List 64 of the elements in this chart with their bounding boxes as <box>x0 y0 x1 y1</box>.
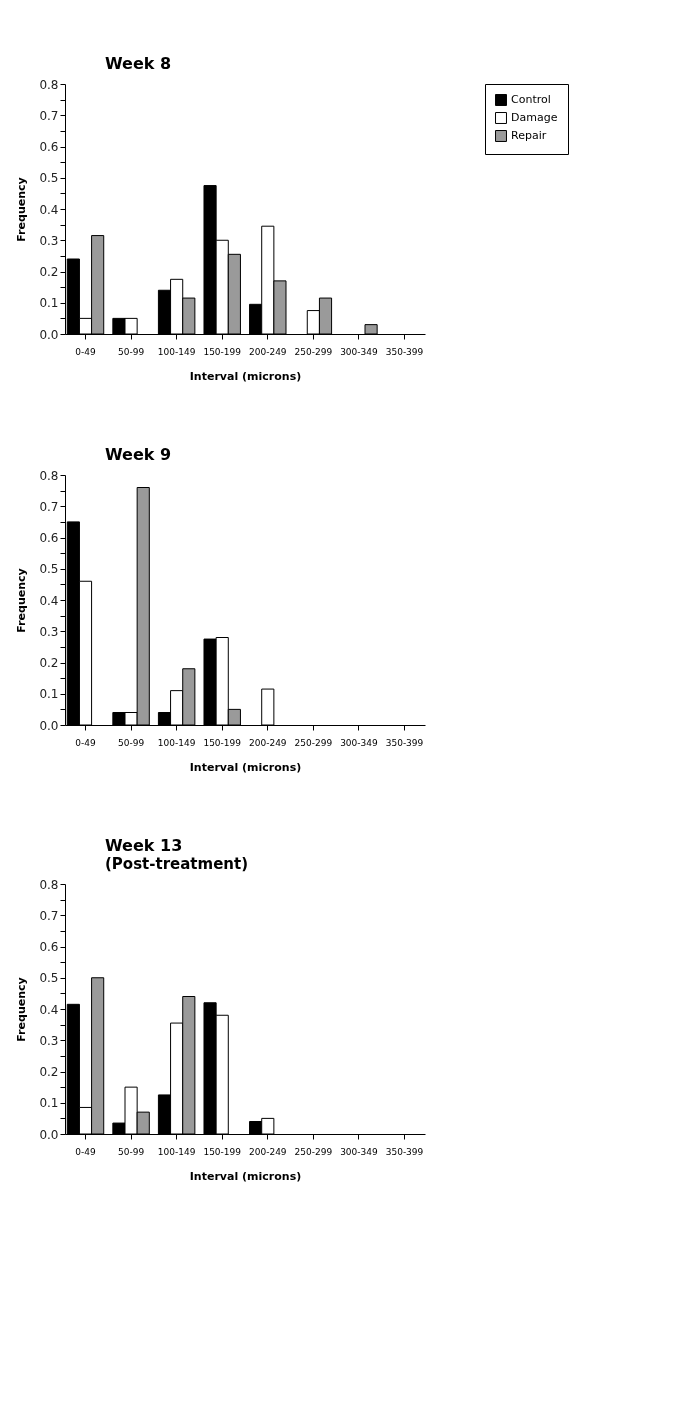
x-tick-label: 300-349 <box>340 346 378 357</box>
x-tick-label: 250-299 <box>294 737 333 748</box>
x-tick-label: 100-149 <box>157 346 196 357</box>
x-tick-label: 300-349 <box>340 1146 378 1157</box>
x-tick-label: 50-99 <box>118 1146 145 1157</box>
y-tick-label: 0.6 <box>39 531 59 545</box>
x-tick-label: 150-199 <box>203 737 242 748</box>
y-tick-label: 0.8 <box>39 77 59 92</box>
x-tick-label: 200-249 <box>248 1146 287 1157</box>
legend-label: Damage <box>511 111 558 124</box>
y-tick-label: 0.1 <box>39 1096 59 1111</box>
x-tick-label: 150-199 <box>203 1146 242 1157</box>
chart-title: Week 8 <box>105 54 172 73</box>
y-axis-title: Frequency <box>15 977 29 1042</box>
x-tick-label: 350-399 <box>385 737 424 748</box>
y-tick-label: 0.5 <box>39 971 59 986</box>
y-tick-label: 0.0 <box>39 1127 59 1142</box>
x-tick-label: 300-349 <box>340 737 378 748</box>
y-tick-label: 0.0 <box>39 327 59 342</box>
y-tick-label: 0.3 <box>39 233 59 248</box>
x-tick-label: 0-49 <box>75 737 96 748</box>
y-tick-label: 0.0 <box>39 718 59 733</box>
x-tick-label: 150-199 <box>203 346 242 357</box>
y-tick-label: 0.6 <box>39 940 59 954</box>
x-tick-label: 350-399 <box>385 1146 424 1157</box>
chart-subtitle: (Post-treatment) <box>105 855 249 873</box>
x-tick-label: 0-49 <box>75 346 96 357</box>
y-tick-label: 0.2 <box>39 1065 59 1079</box>
y-tick-label: 0.7 <box>39 908 59 923</box>
y-tick-label: 0.7 <box>39 108 59 123</box>
y-axis-title: Frequency <box>15 177 29 242</box>
y-tick-label: 0.3 <box>39 1033 59 1048</box>
y-tick-label: 0.4 <box>39 1002 59 1017</box>
chart-title: Week 13 <box>105 836 183 855</box>
y-tick-label: 0.2 <box>39 265 59 279</box>
chart-title: Week 9 <box>105 445 172 464</box>
y-tick-label: 0.7 <box>39 499 59 514</box>
x-axis-title: Interval (microns) <box>189 369 302 383</box>
y-tick-label: 0.5 <box>39 562 59 577</box>
x-tick-label: 250-299 <box>294 346 333 357</box>
x-tick-label: 50-99 <box>118 346 145 357</box>
y-tick-label: 0.8 <box>39 877 59 892</box>
x-tick-label: 250-299 <box>294 1146 333 1157</box>
y-tick-label: 0.3 <box>39 624 59 639</box>
legend-label: Repair <box>511 129 547 142</box>
x-axis-title: Interval (microns) <box>189 1169 302 1183</box>
y-tick-label: 0.6 <box>39 140 59 154</box>
y-tick-label: 0.4 <box>39 202 59 217</box>
y-tick-label: 0.1 <box>39 296 59 311</box>
y-tick-label: 0.4 <box>39 593 59 608</box>
y-tick-label: 0.1 <box>39 687 59 702</box>
y-tick-label: 0.8 <box>39 468 59 483</box>
x-tick-label: 100-149 <box>157 737 196 748</box>
y-tick-label: 0.2 <box>39 656 59 670</box>
legend-label: Control <box>511 93 551 106</box>
x-tick-label: 200-249 <box>248 737 287 748</box>
x-tick-label: 0-49 <box>75 1146 96 1157</box>
x-tick-label: 350-399 <box>385 346 424 357</box>
x-axis-title: Interval (microns) <box>189 760 302 774</box>
y-axis-title: Frequency <box>15 568 29 633</box>
x-tick-label: 200-249 <box>248 346 287 357</box>
x-tick-label: 50-99 <box>118 737 145 748</box>
y-tick-label: 0.5 <box>39 171 59 186</box>
x-tick-label: 100-149 <box>157 1146 196 1157</box>
